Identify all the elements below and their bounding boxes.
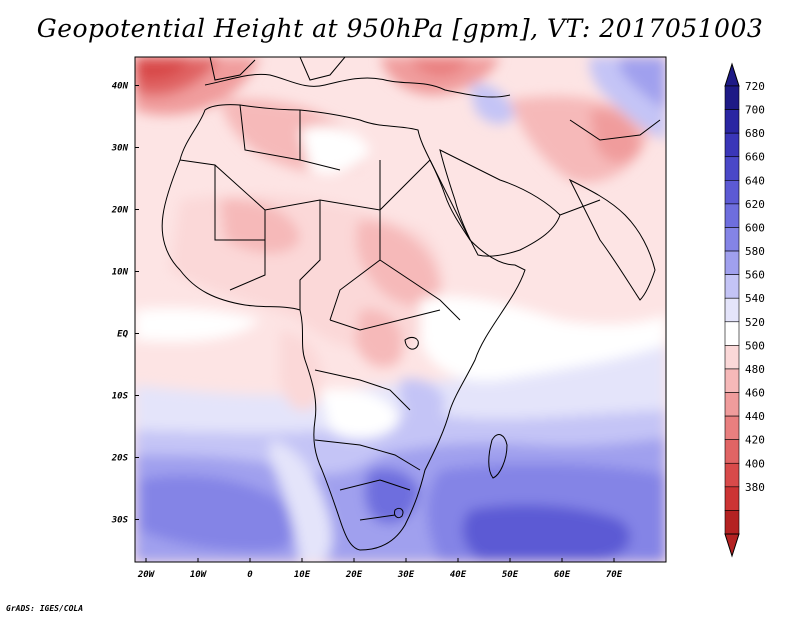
lat-label: 20S: [111, 454, 129, 464]
colorbar-level-label: 540: [745, 292, 765, 305]
colorbar-level-label: 720: [745, 80, 765, 93]
colorbar-level-label: 400: [745, 457, 765, 470]
lat-label: EQ: [117, 330, 128, 340]
colorbar-level-label: 660: [745, 151, 765, 164]
colorbar-level-label: 480: [745, 363, 765, 376]
lon-label: 10W: [190, 570, 208, 580]
colorbar-swatch: [724, 392, 740, 417]
colorbar-swatch: [724, 109, 740, 134]
colorbar-swatch: [724, 415, 740, 440]
colorbar-swatch: [724, 321, 740, 346]
lon-label: 20W: [137, 570, 156, 580]
latitude-labels: 40N 30N 20N 10N EQ 10S 20S 30S: [111, 82, 139, 526]
colorbar-swatch: [724, 462, 740, 488]
colorbar-level-label: 460: [745, 387, 765, 400]
colorbar-swatch: [724, 345, 740, 370]
colorbar-swatch: [724, 510, 740, 535]
colorbar-level-label: 440: [745, 410, 765, 423]
lon-label: 40E: [450, 570, 467, 580]
colorbar-swatch: [724, 274, 740, 299]
lat-label: 40N: [112, 82, 129, 92]
colorbar-swatch: [724, 368, 740, 393]
colorbar-swatch: [724, 203, 740, 228]
colorbar-swatch: [724, 156, 740, 181]
colorbar-level-label: 680: [745, 127, 765, 140]
colorbar-level-label: 520: [745, 316, 765, 329]
lon-label: 50E: [502, 570, 519, 580]
colorbar-level-label: 580: [745, 245, 765, 258]
lat-label: 30N: [111, 144, 129, 154]
footer-credit: GrADS: IGES/COLA: [6, 604, 84, 613]
colorbar-level-label: 500: [745, 339, 765, 352]
chart-title: Geopotential Height at 950hPa [gpm], VT:…: [36, 14, 764, 43]
colorbar-swatch: [724, 180, 740, 205]
colorbar-level-label: 640: [745, 174, 765, 187]
lat-label: 20N: [111, 206, 129, 216]
colorbar-level-label: 420: [745, 434, 765, 447]
lon-label: 20E: [345, 570, 363, 580]
height-field-shading: [135, 57, 666, 562]
lon-label: 60E: [554, 570, 571, 580]
longitude-labels: 20W 10W 0 10E 20E 30E 40E 50E 60E 70E: [137, 558, 623, 580]
colorbar-level-label: 600: [745, 221, 765, 234]
colorbar-level-label: 380: [745, 481, 765, 494]
colorbar-top-arrow: [724, 62, 740, 87]
lon-label: 0: [247, 570, 253, 580]
colorbar-level-label: 700: [745, 104, 765, 117]
colorbar-level-label: 620: [745, 198, 765, 211]
colorbar-swatch: [724, 227, 740, 252]
colorbar-swatch: [724, 297, 740, 323]
lat-label: 10S: [112, 392, 129, 402]
colorbar-swatch: [724, 486, 740, 511]
lat-label: 30S: [111, 516, 129, 526]
coastlines-borders: [161, 57, 661, 551]
colorbar-swatch: [724, 439, 740, 464]
lon-label: 30E: [397, 570, 415, 580]
colorbar-bottom-arrow: [724, 533, 740, 558]
colorbar-level-label: 560: [745, 269, 765, 282]
lon-label: 10E: [294, 570, 311, 580]
map-frame: [134, 56, 667, 563]
colorbar-swatch: [724, 132, 740, 158]
colorbar-swatch: [724, 250, 740, 275]
colorbar-swatch: [724, 85, 740, 110]
lat-label: 10N: [112, 268, 129, 278]
lon-label: 70E: [606, 570, 623, 580]
colorbar: 720 700 680 660 640 620 600 580 560 540 520 500 480 4…: [724, 62, 765, 558]
